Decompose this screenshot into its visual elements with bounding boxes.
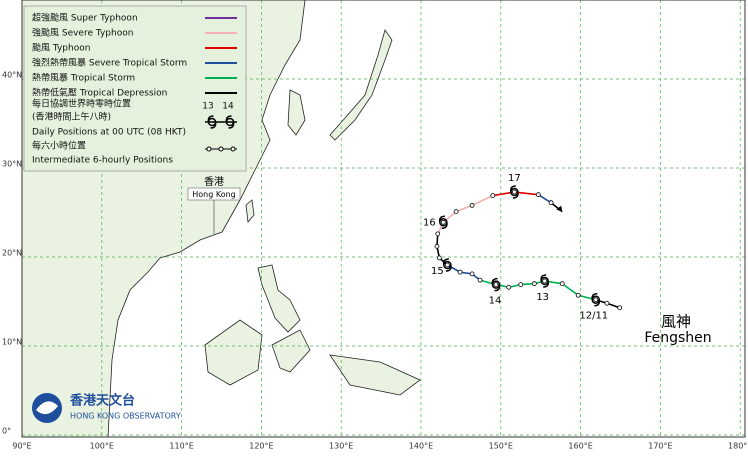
lon-label: 140°E xyxy=(409,442,433,451)
track-point xyxy=(469,202,475,208)
typhoon-arm xyxy=(540,274,550,288)
daily-position xyxy=(509,185,519,199)
map-frame xyxy=(21,0,746,438)
daily-position xyxy=(438,215,448,230)
lat-label: 10°N xyxy=(2,338,22,347)
lon-label: 150°E xyxy=(489,442,513,451)
legend-six-en: Intermediate 6-hourly Positions xyxy=(32,156,173,166)
daily-label: 15 xyxy=(431,266,444,277)
track-segment xyxy=(537,194,552,204)
typhoon-arm xyxy=(491,277,501,292)
hk-label-en: Hong Kong xyxy=(192,190,236,199)
typhoon-arm xyxy=(591,292,601,307)
track-segment xyxy=(471,194,494,207)
track-point xyxy=(453,209,459,215)
typhoon-arm xyxy=(442,258,452,272)
track-point xyxy=(511,189,517,195)
legend-label: 強颱風 Severe Typhoon xyxy=(32,27,133,39)
typhoon-arm xyxy=(438,215,448,230)
track-point xyxy=(436,255,442,261)
daily-position xyxy=(540,274,550,288)
track-segment xyxy=(442,210,457,223)
track-point xyxy=(469,271,475,277)
legend-sample-label: 14 xyxy=(222,102,234,112)
track-point xyxy=(617,305,623,311)
daily-position xyxy=(591,292,601,307)
track-arrow xyxy=(556,205,563,212)
daily-label: 14 xyxy=(489,296,502,307)
legend-label: 颱風 Typhoon xyxy=(32,43,90,54)
lat-label: 0° xyxy=(2,427,11,436)
track-point xyxy=(435,231,441,237)
lon-label: 120°E xyxy=(249,442,273,451)
track-point xyxy=(477,277,483,283)
legend-label: 熱帶風暴 Tropical Storm xyxy=(32,72,135,84)
typhoon-arm xyxy=(207,115,217,129)
daily-label: 16 xyxy=(423,217,436,228)
lon-label: 160°E xyxy=(568,442,592,451)
lat-label: 40°N xyxy=(2,71,22,80)
daily-position xyxy=(442,258,452,272)
logo-en: HONG KONG OBSERVATORY xyxy=(70,412,181,421)
daily-position xyxy=(491,277,501,292)
track-point xyxy=(604,300,610,306)
storm-name-en: Fengshen xyxy=(644,330,711,346)
track-point xyxy=(548,200,554,206)
lat-label: 30°N xyxy=(2,160,22,169)
lon-label: 90°E xyxy=(12,442,31,451)
legend-six-dot xyxy=(206,146,212,152)
legend-six-zh: 每六小時位置 xyxy=(32,140,86,152)
track-point xyxy=(559,281,565,287)
legend-label: 強烈熱帶風暴 Severe Tropical Storm xyxy=(32,57,187,69)
legend-sample-label: 13 xyxy=(202,102,213,112)
legend-six-dot xyxy=(218,146,224,152)
lon-label: 180°E xyxy=(728,442,748,451)
track-point xyxy=(506,284,512,290)
lon-label: 170°E xyxy=(648,442,672,451)
track-point xyxy=(535,192,541,198)
track-point xyxy=(440,219,446,225)
lon-label: 100°E xyxy=(90,442,114,451)
logo-swirl xyxy=(36,401,58,415)
logo-zh: 香港天文台 xyxy=(69,393,135,409)
legend-label: 熱帶低氣壓 Tropical Depression xyxy=(32,87,167,99)
track-segment xyxy=(455,204,473,213)
track-point xyxy=(518,282,524,287)
lat-label: 20°N xyxy=(2,249,22,258)
track-point xyxy=(434,243,440,249)
track-point xyxy=(493,282,499,287)
hk-label-zh: 香港 xyxy=(204,176,224,188)
legend-label: 超強颱風 Super Typhoon xyxy=(32,12,138,24)
track-segment xyxy=(561,283,579,296)
storm-name-zh: 風神 xyxy=(661,313,691,331)
typhoon-arm xyxy=(225,115,235,129)
legend-six-dot xyxy=(230,146,236,152)
track-point xyxy=(490,193,496,198)
lon-label: 110°E xyxy=(169,442,193,451)
track-point xyxy=(444,262,450,268)
track-point xyxy=(593,297,599,303)
legend: 超強颱風 Super Typhoon 強颱風 Severe Typhoon 颱風 T… xyxy=(32,12,237,166)
track-point xyxy=(575,292,581,298)
typhoon-arm xyxy=(509,185,519,199)
daily-label: 13 xyxy=(536,292,549,303)
track-point xyxy=(531,281,537,287)
track: 12/11 13 14 15 16 17 xyxy=(423,173,623,322)
track-segment xyxy=(446,264,461,273)
track-point xyxy=(457,269,463,275)
daily-label: 17 xyxy=(508,173,521,184)
legend-daily-zh2: (香港時間上午八時) xyxy=(32,111,111,123)
legend-daily-zh: 每日協調世界時零時位置 xyxy=(32,98,131,110)
track-segment xyxy=(479,279,497,286)
lon-label: 130°E xyxy=(329,442,353,451)
track-point xyxy=(542,278,548,284)
daily-label: 12/11 xyxy=(579,311,608,322)
legend-daily-en: Daily Positions at 00 UTC (08 HKT) xyxy=(32,128,186,138)
